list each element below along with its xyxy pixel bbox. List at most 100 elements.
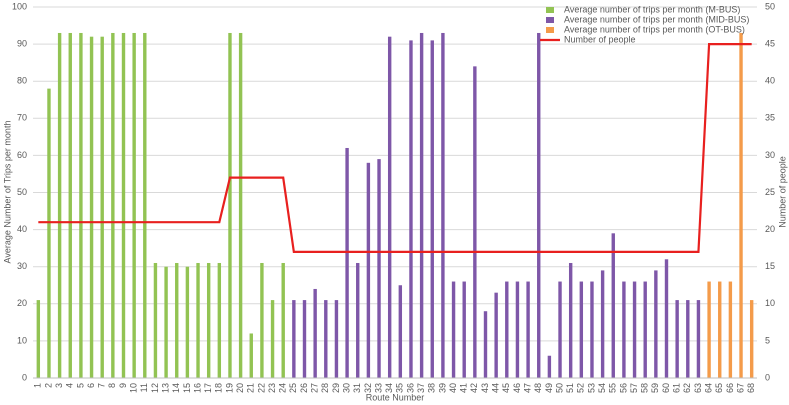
x-tick-label: 37 (416, 383, 426, 393)
bar (473, 66, 477, 379)
bar (398, 285, 403, 378)
bar (419, 32, 424, 378)
bar (430, 40, 434, 378)
legend-swatch (546, 17, 554, 23)
x-tick-label: 57 (629, 383, 639, 393)
bar (643, 281, 647, 378)
x-tick-label: 51 (565, 383, 575, 393)
y-tick-label: 30 (17, 261, 27, 271)
x-tick-label: 58 (640, 383, 650, 393)
y2-tick-label: 50 (765, 1, 775, 11)
bar (611, 233, 615, 378)
bar (281, 262, 285, 378)
bar (334, 300, 339, 378)
x-tick-label: 49 (544, 383, 554, 393)
x-tick-label: 25 (288, 383, 298, 393)
x-tick-label: 11 (139, 383, 149, 392)
bar (590, 281, 594, 378)
x-tick-label: 53 (586, 383, 596, 393)
bar (302, 300, 307, 378)
bar (249, 333, 253, 378)
bar (568, 262, 573, 378)
x-tick-label: 41 (459, 383, 469, 393)
x-tick-label: 10 (129, 383, 139, 393)
x-tick-label: 4 (65, 383, 75, 388)
bar (707, 281, 711, 378)
x-tick-label: 43 (480, 383, 490, 393)
x-tick-label: 39 (437, 383, 447, 393)
bar (345, 147, 349, 378)
y-tick-label: 100 (12, 1, 27, 11)
y2-tick-label: 15 (765, 261, 775, 271)
bar (238, 32, 243, 378)
legend-label: Number of people (564, 34, 636, 44)
legend-label: Average number of trips per month (OT-BU… (564, 24, 745, 34)
bar (728, 281, 733, 378)
x-tick-label: 56 (618, 383, 628, 393)
x-tick-label: 12 (150, 383, 160, 393)
bar (718, 281, 722, 378)
x-tick-label: 48 (533, 383, 543, 393)
x-tick-label: 64 (703, 383, 713, 393)
x-tick-label: 18 (214, 383, 224, 393)
bar (366, 162, 371, 378)
bar (558, 281, 562, 378)
x-tick-label: 13 (160, 383, 170, 393)
bar (313, 288, 317, 378)
x-tick-label: 38 (427, 383, 437, 393)
bar (175, 262, 179, 378)
bar (185, 266, 190, 378)
bar (324, 300, 328, 378)
bar (228, 32, 232, 378)
bar (153, 262, 158, 378)
x-tick-label: 23 (267, 383, 277, 393)
bar (526, 281, 530, 378)
y-tick-label: 80 (17, 76, 27, 86)
y2-tick-label: 30 (765, 150, 775, 160)
x-tick-label: 26 (299, 383, 309, 393)
bar (111, 32, 115, 378)
y2-tick-label: 45 (765, 38, 775, 48)
y-tick-label: 20 (17, 298, 27, 308)
x-tick-label: 54 (597, 383, 607, 393)
legend-label: Average number of trips per month (M-BUS… (564, 4, 740, 14)
y-axis-title: Average Number of Trips per month (2, 121, 12, 264)
x-tick-label: 50 (554, 383, 564, 393)
y-tick-label: 60 (17, 150, 27, 160)
y-tick-label: 90 (17, 38, 27, 48)
x-tick-label: 63 (693, 383, 703, 393)
x-tick-label: 46 (512, 383, 522, 393)
x-tick-label: 45 (501, 383, 511, 393)
bar (632, 281, 637, 378)
y-tick-label: 70 (17, 113, 27, 123)
bar (89, 36, 94, 379)
bar (505, 281, 509, 378)
bar (537, 32, 541, 378)
x-tick-label: 7 (97, 383, 107, 388)
x-tick-label: 5 (75, 383, 85, 388)
legend-swatch (546, 7, 554, 13)
x-tick-label: 9 (118, 383, 128, 388)
bar (217, 262, 222, 378)
x-tick-label: 27 (310, 383, 320, 393)
bar (260, 262, 264, 378)
bar (451, 281, 456, 378)
x-tick-label: 6 (86, 383, 96, 388)
y2-tick-label: 5 (765, 335, 770, 345)
x-tick-label: 22 (256, 383, 266, 393)
y2-tick-label: 10 (765, 298, 775, 308)
y2-tick-label: 20 (765, 224, 775, 234)
x-tick-label: 65 (714, 383, 724, 393)
bar (686, 300, 690, 378)
bar (143, 32, 147, 378)
y2-tick-label: 35 (765, 113, 775, 123)
x-tick-label: 14 (171, 383, 181, 393)
bar (387, 36, 392, 379)
bar (462, 281, 466, 378)
x-tick-label: 17 (203, 383, 213, 393)
x-tick-label: 62 (682, 383, 692, 393)
x-tick-label: 44 (491, 383, 501, 393)
x-tick-label: 34 (384, 383, 394, 393)
x-tick-label: 52 (576, 383, 586, 393)
bar (696, 300, 701, 378)
